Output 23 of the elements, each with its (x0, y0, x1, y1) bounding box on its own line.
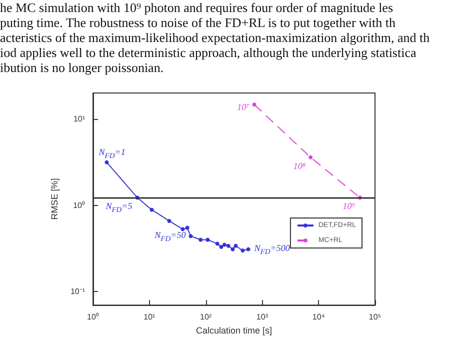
annotation: 10⁸ (293, 161, 306, 172)
y-tick-label: 10¹ (73, 114, 86, 124)
annotation: 10⁷ (237, 102, 250, 112)
x-tick-label: 10⁰ (87, 312, 99, 322)
y-axis-title: RMSE [%] (50, 178, 60, 220)
x-axis-title: Calculation time [s] (196, 326, 272, 336)
text: acteristics of the maximum-likelihood expectation-maximization algorithm, and th (0, 30, 430, 45)
annotation: 10⁹ (342, 200, 355, 211)
y-tick-label: 10⁻¹ (70, 287, 86, 296)
x-tick-label: 10¹ (144, 312, 156, 322)
text: puting time. The robustness to noise of the FD+RL is to put together with th (0, 15, 396, 30)
x-tick-label: 10⁵ (368, 312, 382, 322)
x-tick-label: 10³ (256, 312, 268, 322)
text: he MC simulation with 10⁹ photon and requires four order of magnitude les (0, 0, 394, 15)
annotation: N$_{FD}$=50 (154, 230, 186, 244)
annotation: N$_{FD}$=5 (106, 200, 132, 214)
x-tick-label: 10² (200, 312, 212, 322)
text: ibution is no longer poissonian. (0, 60, 164, 75)
annotation: N$_{FD}$=500 (254, 243, 290, 258)
annotation: N$_{FD}$=1 (98, 147, 126, 162)
text: iod applies well to the deterministic approach, although the underlying statistica (0, 45, 416, 60)
x-tick-label: 10⁴ (312, 312, 326, 322)
y-tick-label: 10⁰ (73, 200, 85, 210)
